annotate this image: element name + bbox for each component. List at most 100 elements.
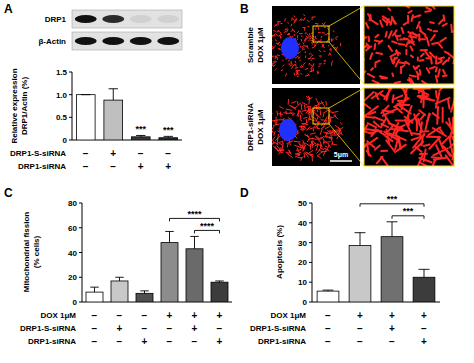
condition-sign: +	[421, 310, 427, 321]
mitochondria	[310, 138, 313, 139]
condition-sign: +	[165, 161, 171, 172]
mitochondria	[419, 70, 422, 75]
mitochondria	[452, 154, 453, 160]
y-axis-label: Mitochondrial fission(% cells)	[22, 212, 41, 293]
y-tick-label: 40	[298, 219, 307, 228]
mitochondria	[281, 23, 282, 24]
mitochondria	[288, 34, 290, 35]
mitochondria	[375, 145, 380, 149]
error-bar	[355, 233, 366, 246]
mitochondria	[325, 146, 327, 147]
mitochondria	[297, 148, 298, 151]
mitochondria	[324, 63, 325, 64]
microscopy: ScrambleDOX 1μMDRP1-siRNADOX 1μM5μm	[246, 0, 472, 176]
mitochondria	[288, 154, 292, 157]
mitochondria	[418, 90, 428, 95]
mitochondria	[280, 32, 281, 34]
y-tick	[309, 282, 312, 283]
mitochondria	[277, 134, 279, 140]
mitochondria	[412, 15, 413, 21]
mitochondria	[295, 104, 300, 108]
mitochondria	[449, 118, 451, 129]
mitochondria	[309, 53, 310, 55]
mitochondria	[305, 51, 306, 52]
panel-letter: C	[4, 186, 13, 200]
mitochondria	[380, 76, 387, 78]
mitochondria	[280, 106, 284, 108]
mitochondria	[294, 57, 296, 58]
mitochondria	[309, 39, 310, 40]
mitochondria	[328, 54, 330, 56]
mitochondria	[320, 110, 322, 116]
mitochondria	[411, 79, 415, 84]
mitochondria	[439, 19, 444, 24]
mitochondria	[336, 36, 338, 38]
mitochondria	[295, 19, 296, 20]
mitochondria	[425, 36, 427, 38]
condition-label: DOX 1μM	[270, 311, 306, 320]
mitochondria	[298, 52, 300, 53]
bar	[186, 249, 203, 302]
mitochondria	[330, 116, 332, 122]
mitochondria	[439, 128, 443, 133]
mitochondria	[305, 68, 308, 69]
mitochondria	[323, 111, 327, 114]
mitochondria	[405, 62, 409, 64]
mitochondria	[288, 99, 289, 104]
mitochondria	[302, 46, 303, 47]
condition-sign: +	[142, 336, 148, 347]
y-tick-label: 40	[68, 249, 77, 258]
blot-band	[130, 15, 152, 23]
y-tick	[79, 252, 82, 253]
mitochondria	[313, 126, 314, 131]
condition-sign: +	[192, 323, 198, 334]
mitochondria	[421, 88, 424, 102]
mitochondria	[308, 150, 313, 153]
mitochondria	[310, 144, 311, 149]
mitochondria	[324, 117, 327, 122]
mitochondria	[312, 116, 316, 119]
mitochondria	[321, 119, 326, 121]
condition-sign: −	[167, 336, 173, 347]
mitochondria	[440, 38, 446, 42]
zoom-line	[329, 6, 364, 26]
mitochondria	[288, 33, 290, 34]
mitochondria	[308, 139, 309, 142]
mitochondria	[435, 91, 438, 98]
condition-label: DRP1-S-siRNA	[250, 324, 306, 333]
blot-band	[157, 15, 179, 23]
mitochondria	[368, 146, 369, 155]
mitochondria	[321, 127, 324, 129]
mitochondria	[417, 57, 419, 60]
mitochondria	[448, 99, 450, 109]
mitochondria	[308, 58, 309, 59]
mitochondria	[307, 20, 309, 21]
mitochondria	[293, 15, 295, 17]
mitochondria	[286, 73, 287, 76]
mitochondria	[396, 133, 401, 148]
mitochondria	[288, 60, 290, 61]
mitochondria	[306, 97, 308, 98]
mitochondria	[324, 51, 325, 52]
mitochondria	[304, 28, 305, 31]
mitochondria	[396, 127, 402, 133]
mitochondria	[300, 65, 301, 67]
mitochondria	[272, 137, 275, 142]
mitochondria	[394, 58, 398, 60]
mitochondria	[297, 111, 299, 116]
y-tick-label: 0.5	[56, 113, 68, 122]
zoom-line	[329, 88, 364, 108]
mitochondria	[386, 88, 390, 100]
y-axis	[312, 203, 313, 302]
mitochondria	[297, 39, 298, 40]
mitochondria	[364, 92, 374, 102]
mitochondria	[294, 34, 296, 35]
blot-band	[102, 37, 124, 45]
condition-sign: +	[421, 336, 427, 347]
mitochondria	[314, 45, 316, 47]
mitochondria	[321, 36, 322, 37]
mitochondria	[325, 101, 326, 105]
mitochondria	[419, 158, 431, 162]
mitochondria	[336, 38, 337, 39]
mitochondria	[314, 44, 315, 46]
